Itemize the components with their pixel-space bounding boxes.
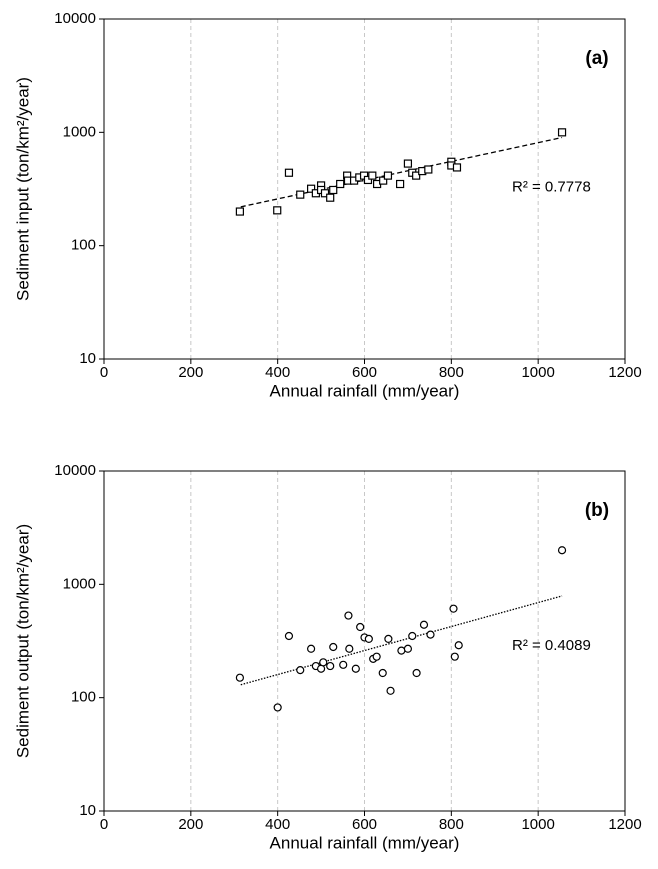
- data-point: [351, 664, 360, 673]
- r-squared-label: R² = 0.7778: [512, 178, 591, 195]
- data-point: [329, 185, 338, 195]
- x-tick-label: 400: [265, 364, 290, 381]
- x-tick-label: 400: [265, 816, 290, 833]
- x-tick-label: 600: [352, 816, 377, 833]
- x-tick-label: 1200: [608, 364, 641, 381]
- data-point: [412, 171, 421, 180]
- panel-label: (a): [585, 48, 608, 69]
- data-point: [284, 631, 294, 641]
- y-tick-label: 10: [79, 350, 96, 367]
- data-point: [408, 631, 417, 641]
- data-point: [452, 163, 462, 172]
- data-point: [356, 622, 365, 632]
- x-tick-label: 1000: [521, 364, 554, 381]
- x-tick-label: 800: [439, 364, 464, 381]
- data-point: [450, 652, 459, 661]
- data-point: [378, 668, 387, 678]
- y-tick-label: 1000: [63, 575, 96, 592]
- data-point: [403, 644, 413, 653]
- data-point: [557, 128, 567, 137]
- y-axis-label: Sediment input (ton/km²/year): [13, 77, 32, 301]
- plot-frame: [103, 18, 626, 360]
- data-point: [368, 171, 377, 180]
- y-tick-label: 1000: [63, 123, 96, 140]
- data-point: [364, 634, 373, 644]
- data-point: [319, 658, 328, 667]
- x-tick-label: 0: [100, 816, 108, 833]
- data-point: [284, 168, 294, 177]
- data-point: [396, 179, 405, 189]
- x-tick-label: 200: [178, 364, 203, 381]
- data-point: [273, 206, 282, 215]
- data-point: [326, 193, 335, 202]
- data-point: [397, 646, 406, 655]
- data-point: [296, 666, 305, 675]
- data-point: [306, 644, 316, 653]
- data-point: [383, 171, 393, 180]
- data-point: [454, 641, 463, 650]
- data-point: [329, 642, 338, 652]
- data-point: [412, 668, 421, 678]
- data-point: [344, 611, 353, 620]
- x-tick-label: 600: [352, 364, 377, 381]
- data-point: [426, 630, 435, 639]
- chart-panel: 0 200 400 600 800 1000 1200 10 100 1000 10000 Annua…: [13, 462, 641, 853]
- data-point: [449, 604, 458, 613]
- x-tick-label: 200: [178, 816, 203, 833]
- x-tick-label: 0: [100, 364, 108, 381]
- data-point: [384, 634, 393, 644]
- x-axis-label: Annual rainfall (mm/year): [270, 381, 460, 400]
- data-point: [320, 189, 330, 198]
- data-point: [336, 179, 345, 189]
- data-point: [424, 165, 433, 174]
- x-axis-label: Annual rainfall (mm/year): [270, 833, 460, 852]
- data-point: [386, 686, 395, 695]
- panel-label: (b): [585, 500, 609, 521]
- data-point: [326, 661, 335, 671]
- data-point: [379, 176, 388, 185]
- x-tick-label: 1200: [608, 816, 641, 833]
- y-tick-label: 10000: [54, 462, 96, 479]
- plot-frame: [103, 470, 626, 812]
- data-point: [419, 620, 429, 629]
- y-axis-label: Sediment output (ton/km²/year): [13, 524, 32, 758]
- data-point: [306, 184, 316, 193]
- data-point: [339, 660, 348, 669]
- data-point: [372, 652, 381, 661]
- y-tick-label: 10000: [54, 10, 96, 27]
- data-point: [273, 703, 282, 712]
- y-tick-label: 100: [71, 237, 96, 254]
- data-point: [235, 673, 244, 682]
- chart-panel: 0 200 400 600 800 1000 1200 10 100 1000 10000 Annua…: [13, 10, 641, 401]
- data-point: [363, 175, 373, 185]
- x-tick-label: 800: [439, 816, 464, 833]
- data-point: [345, 644, 354, 653]
- data-point: [296, 190, 305, 199]
- data-point: [403, 159, 413, 168]
- r-squared-label: R² = 0.4089: [512, 637, 591, 654]
- data-point: [557, 546, 567, 555]
- y-tick-label: 100: [71, 689, 96, 706]
- trendline: [240, 136, 563, 208]
- y-tick-label: 10: [79, 802, 96, 819]
- x-tick-label: 1000: [521, 816, 554, 833]
- data-point: [235, 207, 244, 216]
